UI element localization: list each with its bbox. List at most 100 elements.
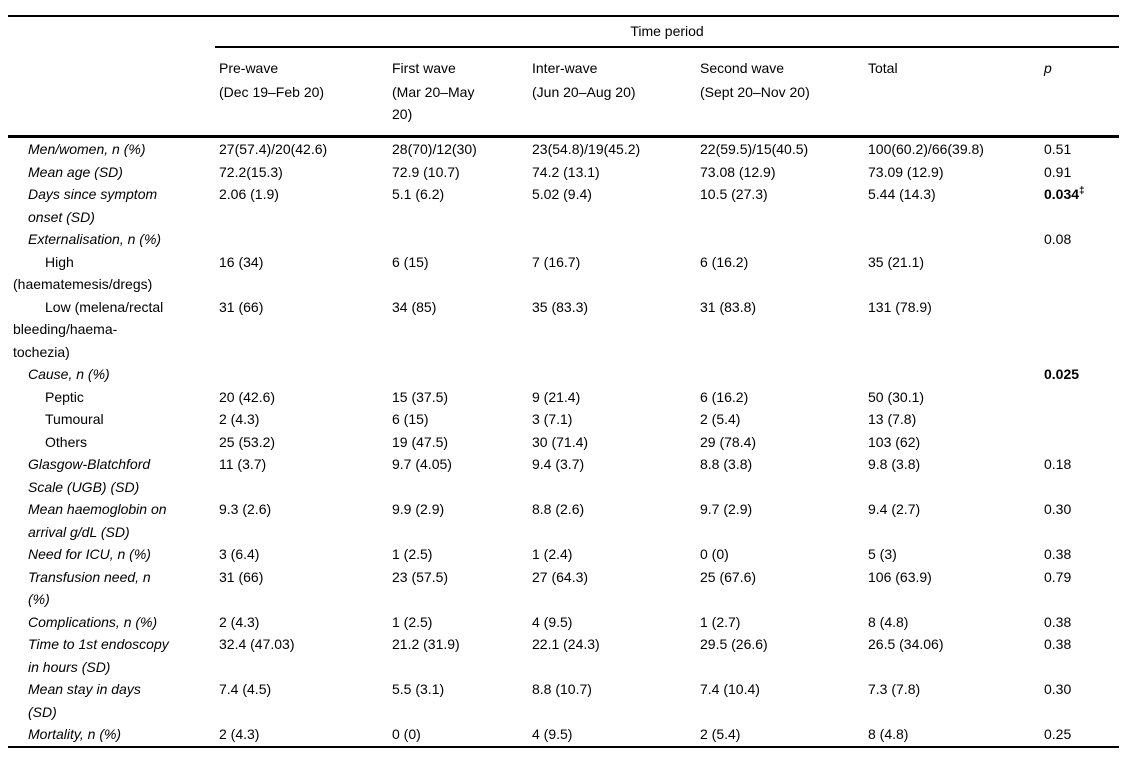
value-cell: 9.7 (4.05) xyxy=(392,456,452,472)
p-value: 0.30 xyxy=(1044,501,1072,517)
value-cell: 9.4 (2.7) xyxy=(868,501,921,517)
row-label: Days since symptom onset (SD) xyxy=(28,186,158,225)
value-cell: 6 (16.2) xyxy=(700,253,749,270)
value-cell xyxy=(696,228,864,251)
row-label: Mean haemoglobin on arrival g/dL (SD) xyxy=(28,501,167,540)
column-header-row: Pre-wave First wave Inter-wave Second wa… xyxy=(8,47,1119,77)
p-value: 0.034 xyxy=(1044,186,1080,202)
table-row: Need for ICU, n (%) 3 (6.4) 1 (2.5) 1 (2.4)… xyxy=(8,543,1119,566)
table-row: High (haematemesis/dregs) 16 (34) 6 (15) 7 … xyxy=(8,251,1119,296)
value-cell: 1 (2.7) xyxy=(700,613,741,630)
value-cell: 131 (78.9) xyxy=(868,298,932,315)
value-cell xyxy=(696,363,864,386)
value-cell: 72.2(15.3) xyxy=(219,163,283,180)
row-label-cell: Low (melena/rectal bleeding/haema- toche… xyxy=(8,296,215,364)
value-cell: 11 (3.7) xyxy=(219,456,267,472)
empty-header-cell xyxy=(8,47,215,77)
p-value: 0.08 xyxy=(1044,231,1072,247)
value-cell: 5.44 (14.3) xyxy=(868,186,936,202)
value-cell: 35 (83.3) xyxy=(532,298,589,315)
value-cell: 8.8 (2.6) xyxy=(532,501,585,517)
p-value-cell xyxy=(1040,386,1119,409)
value-cell xyxy=(388,228,528,251)
row-label: Time to 1st endoscopy in hours (SD) xyxy=(28,636,169,675)
row-label-cell: Mean age (SD) xyxy=(8,161,215,184)
p-value: 0.025 xyxy=(1044,366,1080,382)
row-label-cell: Externalisation, n (%) xyxy=(8,228,215,251)
results-table: Time period Pre-wave First wave Inter-wa… xyxy=(8,15,1120,748)
subheader-pre-wave-dates: (Dec 19–Feb 20) xyxy=(215,77,388,138)
value-cell: 2.06 (1.9) xyxy=(219,186,279,202)
row-label: Transfusion need, n (%) xyxy=(28,568,151,608)
p-value-cell: 0.38 xyxy=(1040,611,1119,634)
value-cell: 2 (4.3) xyxy=(219,411,260,427)
row-label-cell: Need for ICU, n (%) xyxy=(8,543,215,566)
column-header-inter-wave: Inter-wave xyxy=(532,60,598,76)
value-cell: 72.9 (10.7) xyxy=(392,163,460,180)
value-cell: 15 (37.5) xyxy=(392,388,449,405)
value-cell: 19 (47.5) xyxy=(392,433,449,450)
value-cell: 50 (30.1) xyxy=(868,388,925,405)
table-body: Men/women, n (%) 27(57.4)/20(42.6) 28(70)/… xyxy=(8,137,1119,747)
row-label-cell: Time to 1st endoscopy in hours (SD) xyxy=(8,633,215,678)
value-cell: 1 (2.5) xyxy=(392,546,433,562)
value-cell: 1 (2.5) xyxy=(392,613,433,630)
p-value-cell: 0.25 xyxy=(1040,723,1119,747)
empty-corner-cell xyxy=(8,16,215,47)
value-cell: 10.5 (27.3) xyxy=(700,186,768,202)
value-cell: 23 (57.5) xyxy=(392,568,449,585)
p-value: 0.30 xyxy=(1044,681,1072,697)
row-label-cell: Days since symptom onset (SD) xyxy=(8,183,215,228)
table-row: Externalisation, n (%) 0.08 xyxy=(8,228,1119,251)
table-row: Glasgow-Blatchford Scale (UGB) (SD) 11 (3… xyxy=(8,453,1119,498)
value-cell: 7.4 (4.5) xyxy=(219,681,272,697)
table-row: Peptic 20 (42.6) 15 (37.5) 9 (21.4) 6 (16.2)… xyxy=(8,386,1119,409)
row-label-cell: Glasgow-Blatchford Scale (UGB) (SD) xyxy=(8,453,215,498)
table-header: Time period Pre-wave First wave Inter-wa… xyxy=(8,16,1120,138)
row-label-cell: Complications, n (%) xyxy=(8,611,215,634)
p-value-cell: 0.38 xyxy=(1040,633,1119,678)
p-value-cell: 0.38 xyxy=(1040,543,1119,566)
row-label-cell: Mean stay in days (SD) xyxy=(8,678,215,723)
row-label: High (haematemesis/dregs) xyxy=(13,253,153,293)
row-label: Mean stay in days (SD) xyxy=(28,681,141,720)
p-value-footnote-marker: ‡ xyxy=(1079,185,1085,197)
value-cell xyxy=(864,363,1040,386)
value-cell: 73.08 (12.9) xyxy=(700,163,776,180)
p-value-cell: 0.18 xyxy=(1040,453,1119,498)
value-cell: 2 (5.4) xyxy=(700,411,741,427)
value-cell: 32.4 (47.03) xyxy=(219,636,295,652)
p-value-cell: 0.30 xyxy=(1040,678,1119,723)
p-value-cell xyxy=(1040,431,1119,454)
row-label: Others xyxy=(45,433,88,450)
value-cell: 2 (4.3) xyxy=(219,726,260,742)
value-cell: 6 (15) xyxy=(392,253,429,270)
value-cell: 4 (9.5) xyxy=(532,613,573,630)
value-cell xyxy=(215,363,388,386)
value-cell xyxy=(528,363,696,386)
value-cell: 20 (42.6) xyxy=(219,388,276,405)
value-cell: 35 (21.1) xyxy=(868,253,925,270)
table-row: Mortality, n (%) 2 (4.3) 0 (0) 4 (9.5) 2 (5.… xyxy=(8,723,1119,747)
value-cell: 0 (0) xyxy=(700,546,729,562)
value-cell: 28(70)/12(30) xyxy=(392,141,477,157)
value-cell: 7.3 (7.8) xyxy=(868,681,921,697)
value-cell: 21.2 (31.9) xyxy=(392,636,460,652)
value-cell: 8.8 (10.7) xyxy=(532,681,592,697)
column-header-second-wave: Second wave xyxy=(700,60,785,76)
row-label-cell: Mean haemoglobin on arrival g/dL (SD) xyxy=(8,498,215,543)
row-label: Cause, n (%) xyxy=(28,366,110,382)
table-row: Men/women, n (%) 27(57.4)/20(42.6) 28(70)/… xyxy=(8,137,1119,161)
row-label: Low (melena/rectal bleeding/haema- toche… xyxy=(13,298,164,360)
spanner-label: Time period xyxy=(215,16,1120,48)
row-label: Mean age (SD) xyxy=(28,163,123,180)
value-cell: 103 (62) xyxy=(868,433,921,450)
value-cell: 7 (16.7) xyxy=(532,253,581,270)
p-value-cell xyxy=(1040,408,1119,431)
row-label-cell: Others xyxy=(8,431,215,454)
value-cell xyxy=(864,228,1040,251)
subheader-first-wave-dates: (Mar 20–May 20) xyxy=(388,77,528,138)
value-cell: 25 (67.6) xyxy=(700,568,757,585)
row-label-cell: Mortality, n (%) xyxy=(8,723,215,747)
value-cell: 27 (64.3) xyxy=(532,568,589,585)
